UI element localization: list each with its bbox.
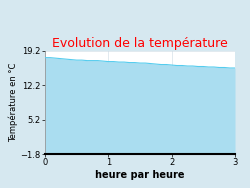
Y-axis label: Température en °C: Température en °C bbox=[8, 63, 18, 142]
X-axis label: heure par heure: heure par heure bbox=[95, 170, 185, 180]
Title: Evolution de la température: Evolution de la température bbox=[52, 37, 228, 50]
